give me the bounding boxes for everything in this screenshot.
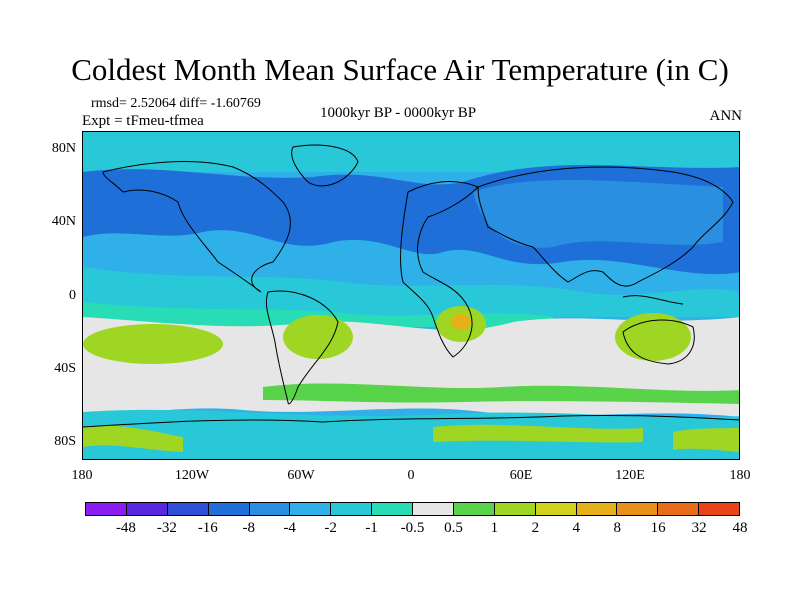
colorbar-tick-label: 1 <box>490 520 499 536</box>
colorbar-tick-label: -32 <box>156 520 177 536</box>
field-pacific-green <box>83 324 223 364</box>
field-africa-orange <box>451 314 471 330</box>
lon-label: 60W <box>287 468 315 483</box>
colorbar-cell <box>290 503 332 515</box>
coast-asia <box>477 166 734 287</box>
field-safrica-green <box>283 315 353 359</box>
colorbar-cell <box>86 503 127 515</box>
lon-label: 180 <box>71 468 93 483</box>
colorbar-tick-label: 2 <box>531 520 540 536</box>
colorbar-cell <box>576 503 618 515</box>
coast-europe-africa <box>400 181 479 358</box>
colorbar-cell <box>249 503 291 515</box>
coastlines <box>83 144 739 428</box>
colorbar-cell <box>658 503 700 515</box>
field-tropic-teal <box>83 302 553 327</box>
colorbar-tick-label: 32 <box>691 520 707 536</box>
lon-label: 120E <box>615 468 645 483</box>
colorbar-tick-label: 48 <box>732 520 748 536</box>
period-label: 1000kyr BP - 0000kyr BP <box>320 105 477 121</box>
lat-label: 80S <box>54 434 76 449</box>
colorbar-cell <box>699 503 739 515</box>
colorbar-cell <box>331 503 373 515</box>
colorbar-tick-label: 8 <box>613 520 621 536</box>
field-southern-ocean-green <box>263 383 739 404</box>
lon-label: 120W <box>174 468 210 483</box>
field-asia-deep <box>473 180 723 248</box>
field-antarctic-cyan <box>83 409 739 459</box>
colorbar <box>85 502 740 516</box>
lon-label: 180 <box>729 468 751 483</box>
colorbar-tick-label: -1 <box>365 520 378 536</box>
coast-north-america <box>102 161 291 293</box>
temperature-field-map <box>83 132 739 459</box>
map-plot-area <box>82 131 740 460</box>
field-australia-green <box>615 313 691 361</box>
field-antarctic-green <box>83 425 183 452</box>
coast-greenland <box>291 144 359 187</box>
colorbar-tick-label: 4 <box>572 520 581 536</box>
field-tropic-cyan <box>83 267 739 317</box>
colorbar-tick-label: 16 <box>650 520 666 536</box>
colorbar-tick-label: -0.5 <box>400 520 425 536</box>
colorbar-cell <box>617 503 659 515</box>
coast-south-america <box>265 290 339 405</box>
coast-australia <box>622 319 695 365</box>
lat-label: 80N <box>51 141 76 156</box>
colorbar-cell <box>167 503 209 515</box>
colorbar-cell <box>372 503 413 515</box>
colorbar-cell <box>413 503 454 515</box>
colorbar-cell <box>208 503 250 515</box>
experiment-label: Expt = tFmeu-tfmea <box>82 113 204 129</box>
lat-label: 40S <box>54 361 76 376</box>
colorbar-tick-label: -16 <box>197 520 218 536</box>
season-label: ANN <box>709 108 743 124</box>
lon-label: 0 <box>407 468 415 483</box>
coast-indonesia <box>622 295 684 305</box>
colorbar-tick-label: 0.5 <box>444 520 463 536</box>
lon-label: 60E <box>509 468 533 483</box>
colorbar-tick-label: -8 <box>242 520 256 536</box>
colorbar-cell <box>126 503 168 515</box>
colorbar-tick-label: -4 <box>283 520 296 536</box>
field-antarctic-yellow <box>433 424 643 443</box>
stats-text: rmsd= 2.52064 diff= -1.60769 <box>91 96 261 111</box>
field-arctic <box>83 132 739 172</box>
colorbar-tick-label: -48 <box>115 520 136 536</box>
colorbar-cell <box>494 503 536 515</box>
coast-antarctica <box>83 414 739 428</box>
field-antarctic-east <box>673 427 739 452</box>
colorbar-cell <box>453 503 495 515</box>
map-title: Coldest Month Mean Surface Air Temperatu… <box>71 52 729 87</box>
lat-label: 40N <box>51 214 76 229</box>
lat-label: 0 <box>69 288 76 303</box>
colorbar-cell <box>535 503 577 515</box>
colorbar-tick-label: -2 <box>324 520 337 536</box>
